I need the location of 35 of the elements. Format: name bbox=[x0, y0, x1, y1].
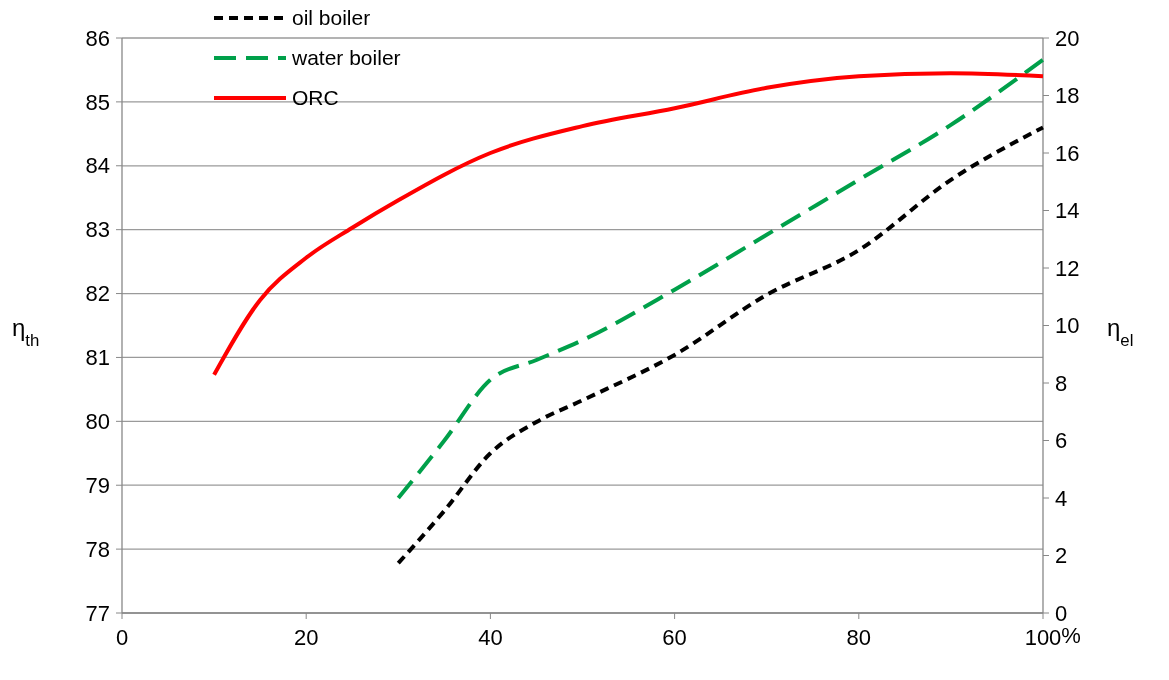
x-tick-label: 0 bbox=[115, 625, 129, 650]
y2-axis-title: η$_{el}$ bbox=[1107, 313, 1134, 349]
y-tick-label: 84 bbox=[85, 153, 110, 179]
y-tick-label: 77 bbox=[85, 600, 110, 626]
y2-tick-label: 12 bbox=[1055, 255, 1080, 281]
y-tick-label: 83 bbox=[85, 217, 110, 243]
y-tick-label: 79 bbox=[85, 472, 110, 498]
y2-tick-label: 18 bbox=[1055, 83, 1080, 109]
y2-tick-label: 10 bbox=[1055, 313, 1080, 339]
y-tick-label: 86 bbox=[85, 25, 110, 51]
y2-tick-label: 20 bbox=[1055, 25, 1080, 51]
x-tick-label: 40 bbox=[478, 625, 503, 650]
y2-tick-label: 0 bbox=[1055, 600, 1068, 626]
y2-tick-label: 6 bbox=[1055, 428, 1068, 454]
y2-tick-label: 14 bbox=[1055, 198, 1080, 224]
legend-label: water boiler bbox=[291, 46, 401, 70]
x-axis-title: % bbox=[1061, 623, 1081, 648]
legend-label: oil boiler bbox=[292, 6, 371, 30]
x-tick-label: 60 bbox=[662, 625, 687, 650]
x-tick-label: 80 bbox=[846, 625, 872, 650]
line-series bbox=[396, 125, 1045, 566]
x-tick-label: 20 bbox=[293, 625, 319, 650]
y-tick-label: 85 bbox=[85, 89, 110, 115]
y-tick-label: 78 bbox=[85, 536, 110, 562]
x-tick-label: 100 bbox=[1024, 625, 1062, 650]
y-axis-title: η$_{th}$ bbox=[12, 313, 40, 349]
y2-tick-label: 16 bbox=[1055, 140, 1080, 166]
y2-tick-label: 8 bbox=[1055, 370, 1068, 396]
y2-tick-label: 4 bbox=[1055, 485, 1068, 511]
y-tick-label: 80 bbox=[85, 409, 110, 435]
legend-label: ORC bbox=[292, 86, 339, 110]
y-tick-label: 81 bbox=[85, 345, 110, 371]
y-tick-label: 82 bbox=[85, 281, 110, 307]
y2-tick-label: 2 bbox=[1055, 543, 1068, 569]
line-series bbox=[212, 71, 1045, 377]
